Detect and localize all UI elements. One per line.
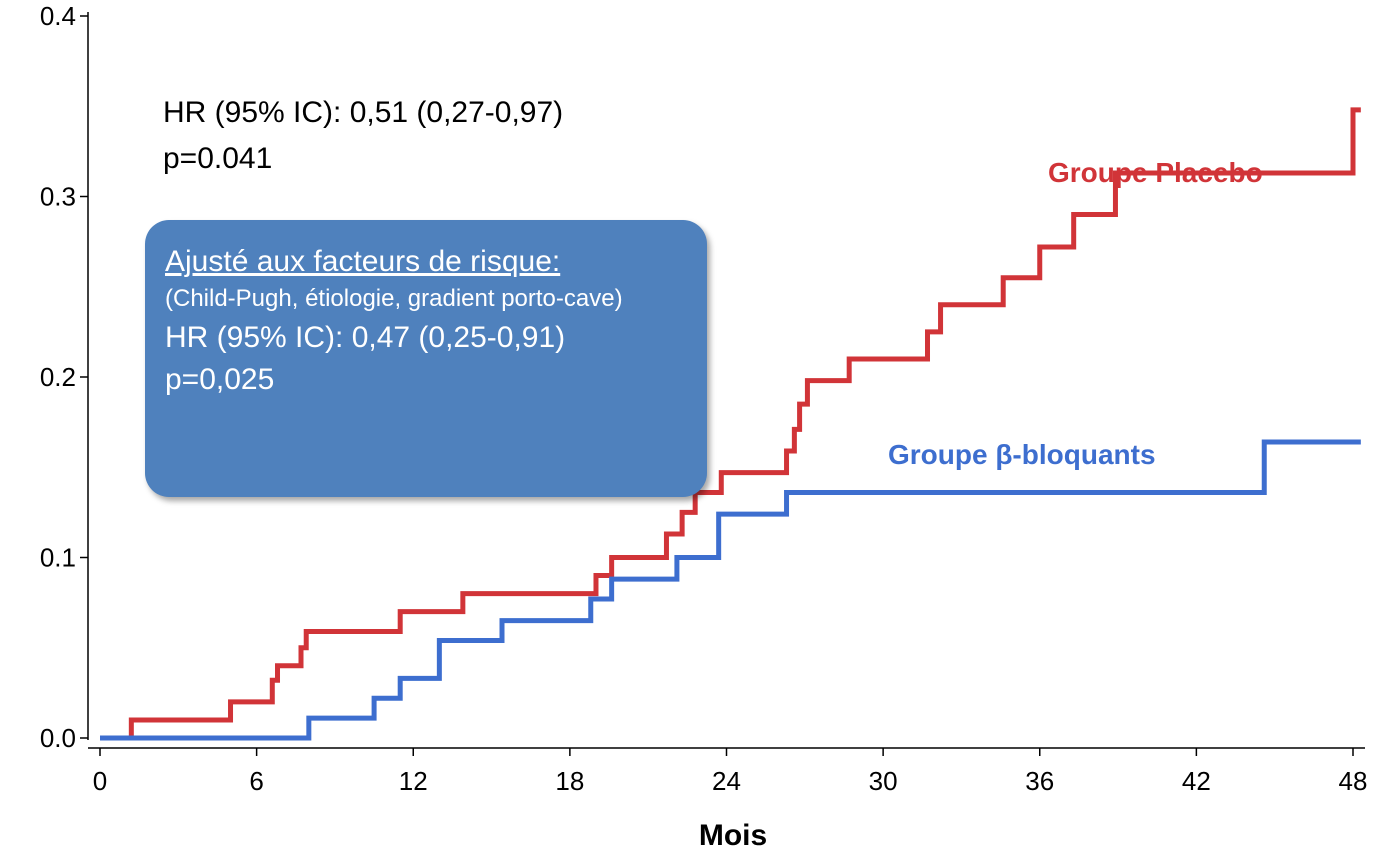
x-tick-label: 6 (249, 766, 263, 796)
adjusted-box-factors: (Child-Pugh, étiologie, gradient porto-c… (165, 285, 623, 312)
adjusted-box-title: Ajusté aux facteurs de risque: (165, 245, 561, 278)
x-tick-label: 48 (1339, 766, 1368, 796)
x-tick-label: 42 (1182, 766, 1211, 796)
adjusted-annotation-box: Ajusté aux facteurs de risque: (Child-Pu… (145, 220, 707, 497)
y-tick-label: 0.4 (40, 1, 76, 31)
adjusted-hazard-ratio: HR (95% IC): 0,47 (0,25-0,91) (165, 321, 566, 354)
x-tick-label: 18 (555, 766, 584, 796)
x-tick-label: 0 (93, 766, 107, 796)
y-tick-label: 0.0 (40, 723, 76, 753)
y-tick-label: 0.2 (40, 362, 76, 392)
main-hazard-ratio: HR (95% IC): 0,51 (0,27-0,97) (163, 96, 564, 129)
x-tick-label: 36 (1025, 766, 1054, 796)
y-tick-label: 0.3 (40, 182, 76, 212)
placebo-step-line (100, 107, 1361, 741)
main-annotation: HR (95% IC): 0,51 (0,27-0,97) p=0.041 (163, 90, 563, 182)
placebo-series-label: Groupe Placebo (1048, 157, 1263, 188)
y-tick-label: 0.1 (40, 543, 76, 573)
beta-blocker-step-line (100, 439, 1361, 741)
x-tick-label: 30 (869, 766, 898, 796)
x-axis-title: Mois (699, 819, 767, 852)
main-p-value: p=0.041 (163, 142, 273, 175)
beta-blocker-series-label: Groupe β-bloquants (888, 439, 1156, 470)
series-layer (100, 107, 1361, 741)
adjusted-p-value: p=0,025 (165, 363, 275, 396)
x-tick-label: 12 (399, 766, 428, 796)
axes: 0.0 0.1 0.2 0.3 0.4 0 6 12 18 24 30 36 42 48 (40, 1, 1368, 796)
x-tick-label: 24 (712, 766, 741, 796)
